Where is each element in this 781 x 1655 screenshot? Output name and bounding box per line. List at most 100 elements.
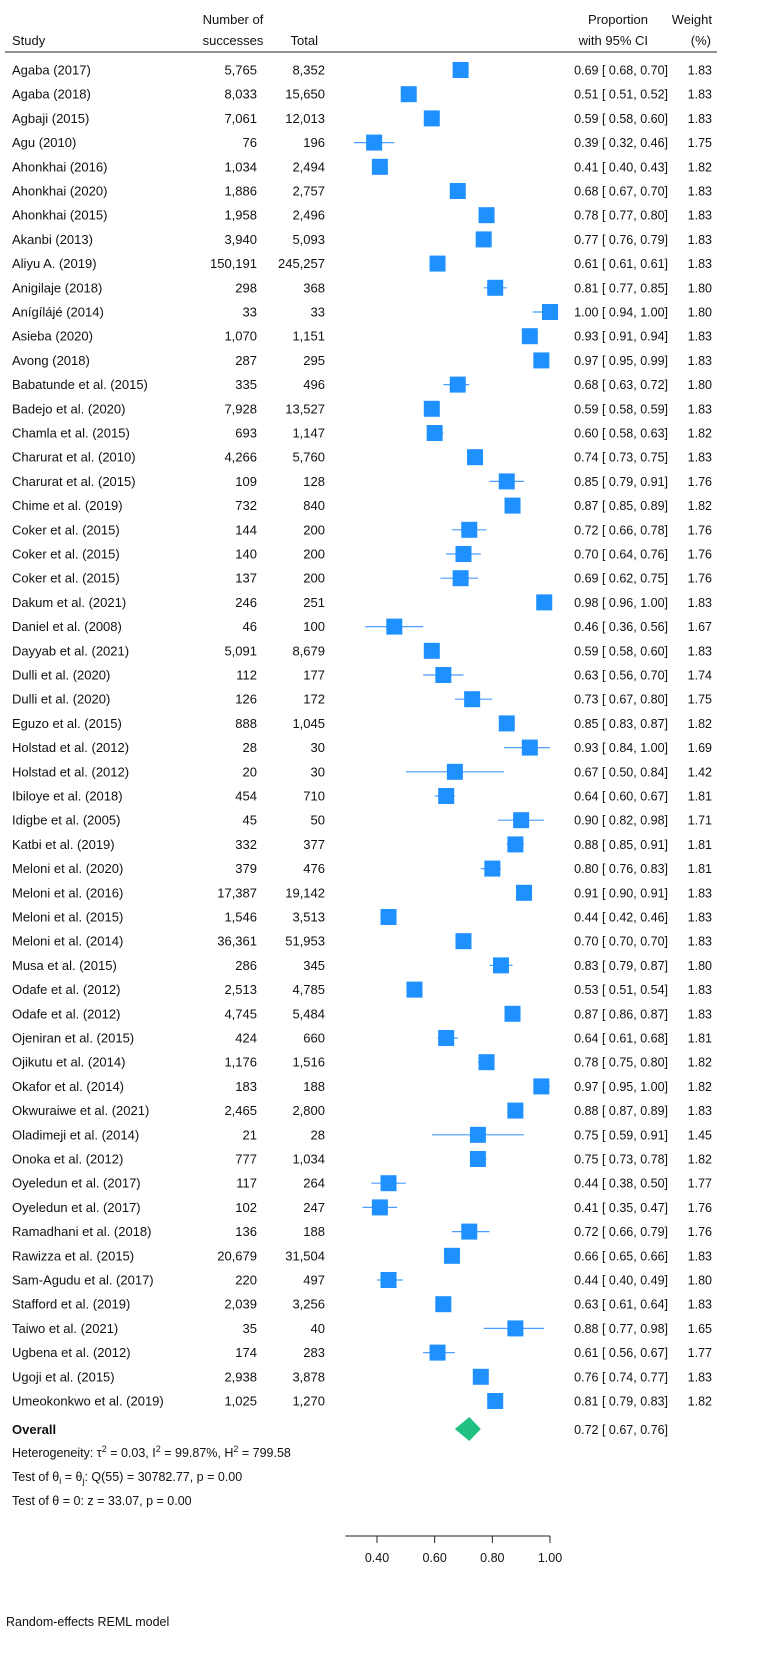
- overall-diamond: [454, 1417, 481, 1441]
- study-total: 283: [303, 1345, 325, 1360]
- study-weight: 1.83: [688, 1249, 712, 1263]
- study-marker: [478, 207, 495, 224]
- study-weight: 1.67: [688, 620, 712, 634]
- study-weight: 1.83: [688, 209, 712, 223]
- study-total: 496: [303, 377, 325, 392]
- overall-label: Overall: [12, 1422, 56, 1437]
- study-successes: 3,940: [224, 232, 257, 247]
- study-marker: [438, 788, 455, 804]
- study-total: 840: [303, 498, 325, 513]
- study-ci-text: 0.76 [ 0.74, 0.77]: [574, 1370, 668, 1384]
- study-weight: 1.74: [688, 669, 712, 683]
- study-weight: 1.83: [688, 402, 712, 416]
- study-row: Ramadhani et al. (2018) 136 188 0.72 [ 0.66…: [12, 1223, 712, 1240]
- study-row: Agaba (2017) 5,765 8,352 0.69 [ 0.68, 0.70]…: [12, 62, 712, 78]
- study-total: 2,757: [292, 184, 325, 199]
- study-successes: 1,958: [224, 208, 257, 223]
- study-successes: 4,266: [224, 450, 257, 465]
- study-weight: 1.83: [688, 112, 712, 126]
- study-weight: 1.83: [688, 451, 712, 465]
- study-successes: 33: [243, 305, 257, 320]
- study-marker: [492, 957, 509, 974]
- column-headers: Study Number of successes Total Proporti…: [12, 12, 712, 48]
- study-row: Coker et al. (2015) 144 200 0.72 [ 0.66, 0.…: [12, 521, 712, 538]
- study-marker: [449, 376, 466, 393]
- study-name: Charurat et al. (2015): [12, 474, 136, 489]
- study-total: 200: [303, 522, 325, 537]
- study-name: Katbi et al. (2019): [12, 837, 115, 852]
- study-total: 368: [303, 280, 325, 295]
- study-marker: [498, 715, 515, 732]
- study-total: 100: [303, 619, 325, 634]
- study-successes: 298: [235, 280, 257, 295]
- study-successes: 28: [243, 740, 257, 755]
- study-name: Oyeledun et al. (2017): [12, 1176, 141, 1191]
- header-successes-line1: Number of: [203, 12, 264, 27]
- study-total: 15,650: [285, 87, 325, 102]
- study-ci-text: 0.93 [ 0.91, 0.94]: [574, 330, 668, 344]
- study-weight: 1.82: [688, 1056, 712, 1070]
- study-total: 247: [303, 1200, 325, 1215]
- study-weight: 1.42: [688, 765, 712, 779]
- study-name: Odafe et al. (2012): [12, 1006, 120, 1021]
- study-ci-text: 0.44 [ 0.42, 0.46]: [574, 911, 668, 925]
- study-total: 1,270: [292, 1394, 325, 1409]
- study-row: Chamla et al. (2015) 693 1,147 0.60 [ 0.58,…: [12, 425, 712, 441]
- study-marker: [429, 1344, 446, 1361]
- study-weight: 1.76: [688, 548, 712, 562]
- study-marker: [380, 1175, 397, 1192]
- study-successes: 287: [235, 353, 257, 368]
- study-row: Umeokonkwo et al. (2019) 1,025 1,270 0.81 […: [12, 1393, 712, 1409]
- study-successes: 45: [243, 813, 257, 828]
- study-ci-text: 0.68 [ 0.63, 0.72]: [574, 378, 668, 392]
- study-marker: [507, 1320, 524, 1337]
- study-ci-text: 0.88 [ 0.87, 0.89]: [574, 1104, 668, 1118]
- study-marker: [435, 667, 452, 683]
- study-row: Coker et al. (2015) 137 200 0.69 [ 0.62, 0.…: [12, 570, 712, 587]
- study-total: 251: [303, 595, 325, 610]
- study-name: Asieba (2020): [12, 329, 93, 344]
- study-successes: 693: [235, 426, 257, 441]
- header-ci-line1: Proportion: [588, 12, 648, 27]
- study-weight: 1.77: [688, 1346, 712, 1360]
- study-weight: 1.82: [688, 499, 712, 513]
- study-name: Coker et al. (2015): [12, 571, 120, 586]
- study-marker: [435, 1296, 452, 1313]
- study-successes: 888: [235, 716, 257, 731]
- study-successes: 76: [243, 135, 257, 150]
- study-total: 28: [311, 1127, 325, 1142]
- study-marker: [475, 231, 492, 248]
- header-weight-line1: Weight: [672, 12, 713, 27]
- study-marker: [464, 691, 481, 708]
- study-ci-text: 0.85 [ 0.79, 0.91]: [574, 475, 668, 489]
- study-ci-text: 0.51 [ 0.51, 0.52]: [574, 88, 668, 102]
- study-name: Anígílájé (2014): [12, 305, 104, 320]
- study-successes: 21: [243, 1127, 257, 1142]
- study-name: Ojikutu et al. (2014): [12, 1055, 125, 1070]
- study-marker: [380, 1272, 397, 1288]
- study-successes: 7,928: [224, 401, 257, 416]
- study-total: 1,147: [292, 426, 325, 441]
- study-row: Daniel et al. (2008) 46 100 0.46 [ 0.36, 0.…: [12, 618, 712, 635]
- study-row: Ugbena et al. (2012) 174 283 0.61 [ 0.56, 0…: [12, 1344, 712, 1361]
- study-name: Ugoji et al. (2015): [12, 1369, 115, 1384]
- study-successes: 144: [235, 522, 257, 537]
- study-row: Chime et al. (2019) 732 840 0.87 [ 0.85, 0.…: [12, 497, 712, 514]
- study-successes: 112: [236, 668, 257, 683]
- study-weight: 1.83: [688, 644, 712, 658]
- study-marker: [386, 618, 403, 635]
- study-ci-text: 0.80 [ 0.76, 0.83]: [574, 862, 668, 876]
- study-successes: 4,745: [224, 1006, 257, 1021]
- study-row: Agaba (2018) 8,033 15,650 0.51 [ 0.51, 0.52…: [12, 86, 712, 103]
- study-row: Agbaji (2015) 7,061 12,013 0.59 [ 0.58, 0.6…: [12, 110, 712, 127]
- study-weight: 1.76: [688, 523, 712, 537]
- study-ci-text: 0.91 [ 0.90, 0.91]: [574, 886, 668, 900]
- header-total: Total: [291, 33, 319, 48]
- study-weight: 1.80: [688, 378, 712, 392]
- study-total: 377: [303, 837, 325, 852]
- study-weight: 1.69: [688, 741, 712, 755]
- study-ci-text: 0.41 [ 0.40, 0.43]: [574, 160, 668, 174]
- study-successes: 46: [243, 619, 257, 634]
- study-successes: 8,033: [224, 87, 257, 102]
